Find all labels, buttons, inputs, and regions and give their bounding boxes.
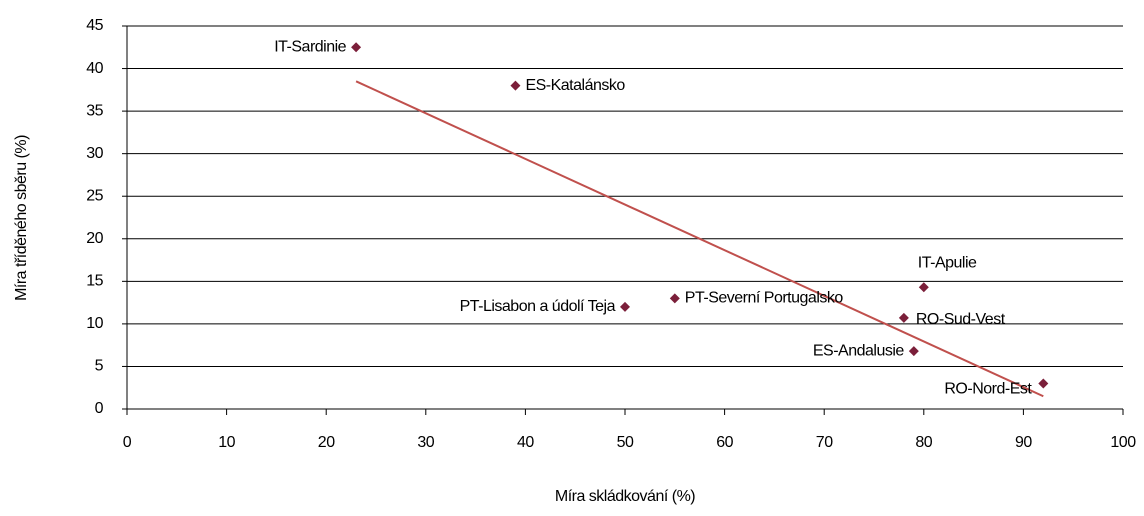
x-tick-label: 10 (218, 434, 235, 451)
point-label: IT-Sardinie (274, 38, 346, 55)
x-tick-label: 50 (617, 434, 634, 451)
x-tick-label: 30 (417, 434, 434, 451)
point-label: RO-Sud-Vest (916, 311, 1006, 328)
y-tick-label: 30 (86, 145, 103, 162)
x-tick-label: 70 (816, 434, 833, 451)
y-tick-label: 10 (86, 315, 103, 332)
point (510, 80, 521, 91)
x-tick-label: 90 (1015, 434, 1032, 451)
point (908, 346, 919, 357)
x-axis-label: Míra skládkování (%) (555, 488, 695, 505)
y-tick-label: 45 (86, 17, 103, 34)
y-tick-label: 0 (95, 400, 104, 417)
y-tick-label: 15 (86, 273, 103, 290)
point-label: PT-Lisabon a údolí Teja (460, 298, 616, 315)
point-label: RO-Nord-Est (944, 381, 1032, 398)
y-tick-label: 40 (86, 60, 103, 77)
point (898, 312, 909, 323)
y-axis-label: Míra tříděného sběru (%) (13, 135, 30, 301)
y-tick-label: 5 (95, 358, 104, 375)
x-tick-label: 20 (318, 434, 335, 451)
y-tick-label: 20 (86, 230, 103, 247)
point-label: IT-Apulie (918, 255, 977, 272)
y-tick-label: 35 (86, 102, 103, 119)
point (918, 282, 929, 293)
point-label: ES-Katalánsko (525, 77, 625, 94)
point (669, 293, 680, 304)
point (620, 301, 630, 312)
x-tick-label: 100 (1110, 434, 1136, 451)
x-tick-label: 0 (123, 434, 132, 451)
y-tick-label: 25 (86, 187, 103, 204)
x-tick-label: 80 (915, 434, 932, 451)
point (1038, 378, 1049, 389)
trend-line (355, 80, 1044, 398)
point-label: PT-Severní Portugalsko (685, 290, 844, 307)
x-tick-label: 40 (517, 434, 534, 451)
point-label: ES-Andalusie (813, 342, 905, 359)
x-tick-label: 60 (716, 434, 733, 451)
point (351, 42, 362, 53)
